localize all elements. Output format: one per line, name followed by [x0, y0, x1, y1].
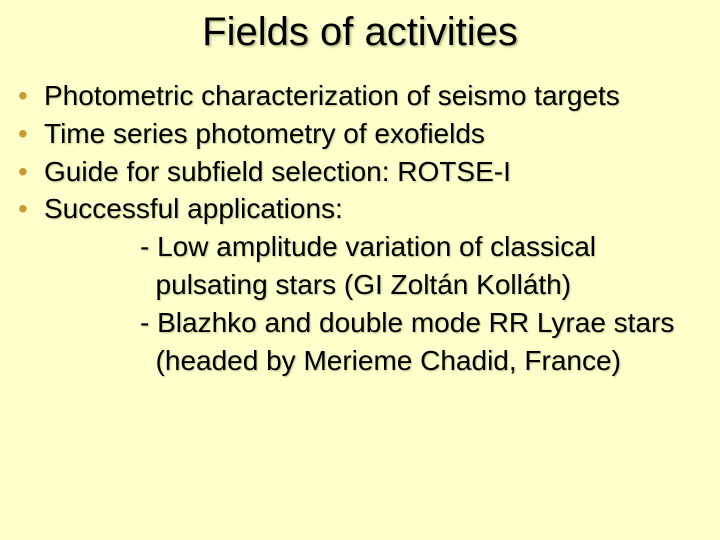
sub-line-4: (headed by Merieme Chadid, France) [18, 342, 702, 380]
bullet-icon: • [18, 115, 44, 153]
bullet-text: Successful applications: [44, 190, 702, 228]
bullet-item-1: • Photometric characterization of seismo… [18, 77, 702, 115]
bullet-text: Time series photometry of exofields [44, 115, 702, 153]
sub-line-1: - Low amplitude variation of classical [18, 228, 702, 266]
slide-container: Fields of activities • Photometric chara… [0, 0, 720, 540]
bullet-icon: • [18, 77, 44, 115]
bullet-icon: • [18, 153, 44, 191]
bullet-icon: • [18, 190, 44, 228]
slide-body: • Photometric characterization of seismo… [0, 77, 720, 379]
bullet-text: Guide for subfield selection: ROTSE-I [44, 153, 702, 191]
bullet-item-4: • Successful applications: [18, 190, 702, 228]
bullet-item-2: • Time series photometry of exofields [18, 115, 702, 153]
bullet-text: Photometric characterization of seismo t… [44, 77, 702, 115]
sub-line-2: pulsating stars (GI Zoltán Kolláth) [18, 266, 702, 304]
slide-title: Fields of activities [0, 10, 720, 55]
sub-line-3: - Blazhko and double mode RR Lyrae stars [18, 304, 702, 342]
bullet-item-3: • Guide for subfield selection: ROTSE-I [18, 153, 702, 191]
